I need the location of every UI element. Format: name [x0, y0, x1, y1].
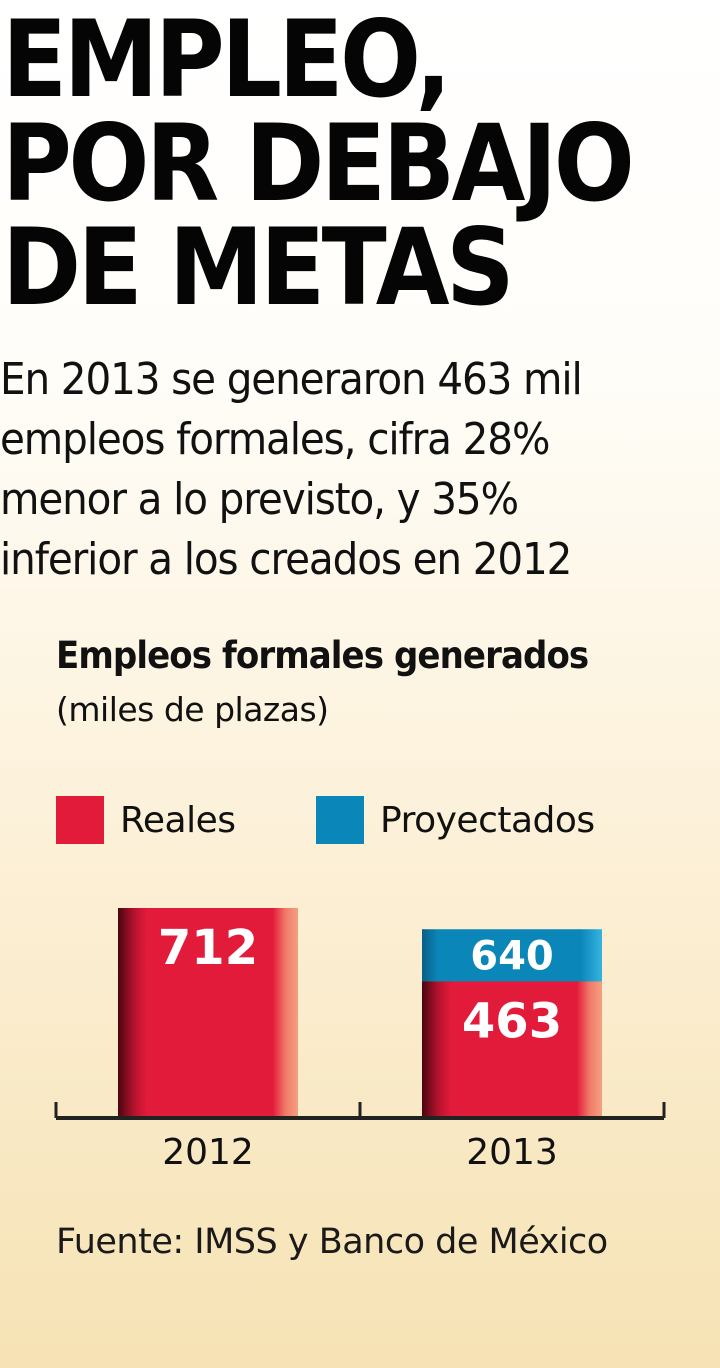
subtitle: En 2013 se generaron 463 mil empleos for… [0, 354, 583, 585]
legend-swatch-proyectados [316, 796, 364, 844]
headline-line-3: DE METAS [2, 206, 515, 329]
legend-item-reales: Reales [56, 796, 236, 844]
legend-swatch-reales [56, 796, 104, 844]
legend-label-proyectados: Proyectados [380, 799, 595, 841]
x-tick-label-2013: 2013 [466, 1132, 558, 1173]
headline-line-2: POR DEBAJO [2, 102, 635, 225]
chart-title: Empleos formales generados [56, 634, 589, 677]
bar-reales-2013 [422, 981, 602, 1118]
x-tick-label-2012: 2012 [162, 1132, 254, 1173]
source-note: Fuente: IMSS y Banco de México [56, 1222, 608, 1262]
headline: EMPLEO, POR DEBAJO DE METAS [2, 0, 635, 329]
data-label-reales-2012: 712 [158, 920, 258, 976]
bar-chart: 712 2012 640 463 2013 [54, 908, 666, 1173]
bar-reales-2012 [118, 908, 298, 1118]
legend-item-proyectados: Proyectados [316, 796, 595, 844]
data-label-proyectados-2013: 640 [470, 933, 554, 979]
headline-line-1: EMPLEO, [2, 0, 452, 121]
data-label-reales-2013: 463 [462, 993, 562, 1049]
chart-unit: (miles de plazas) [56, 690, 329, 729]
legend-label-reales: Reales [120, 799, 236, 841]
